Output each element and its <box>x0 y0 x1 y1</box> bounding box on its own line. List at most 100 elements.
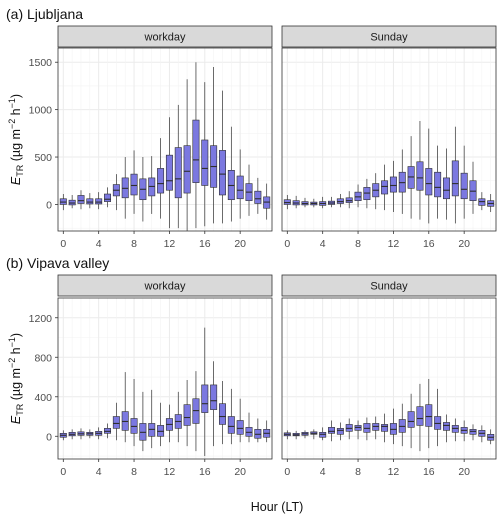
x-tick-label: 20 <box>458 238 470 250</box>
box-iqr <box>381 424 389 432</box>
x-tick-label: 0 <box>60 238 66 250</box>
x-tick-label: 0 <box>284 466 290 478</box>
box-iqr <box>174 147 182 199</box>
x-axis-title: Hour (LT) <box>251 500 304 514</box>
facet-strip <box>57 25 273 48</box>
panel-border <box>57 297 273 460</box>
y-axis-title-part: (µg m <box>9 368 23 404</box>
x-tick-label: 4 <box>320 466 326 478</box>
y-tick-label: 400 <box>34 392 52 404</box>
y-axis-title-part: −1 <box>7 337 17 347</box>
x-tick-label: 8 <box>355 238 361 250</box>
x-tick-label: 12 <box>164 466 176 478</box>
plot-background <box>58 298 272 459</box>
y-axis-title-part: ) <box>9 94 23 98</box>
y-tick-label: 1000 <box>29 105 53 117</box>
box-iqr <box>183 404 191 426</box>
x-tick-label: 4 <box>96 466 102 478</box>
facet-strip <box>281 274 497 297</box>
box-iqr <box>434 171 442 198</box>
box-iqr <box>218 403 226 425</box>
y-axis-title-part: TR <box>15 164 25 176</box>
x-tick-label: 12 <box>388 466 400 478</box>
panel-border <box>281 297 497 460</box>
y-axis-title-part: −2 <box>7 119 17 129</box>
plot-background <box>282 48 496 231</box>
y-axis-title-part: E <box>9 176 23 185</box>
box-iqr <box>236 420 244 435</box>
box-iqr <box>130 173 138 196</box>
panel-title: (a) Ljubljana <box>6 6 83 22</box>
y-tick-label: 800 <box>34 352 52 364</box>
x-tick-label: 20 <box>234 466 246 478</box>
y-axis-title-part: −2 <box>7 358 17 368</box>
box-iqr <box>416 161 424 191</box>
y-tick-label: 0 <box>46 199 52 211</box>
y-axis-title-part: TR <box>15 403 25 415</box>
plot-background <box>282 298 496 459</box>
box-iqr <box>95 198 103 205</box>
panel-border <box>281 47 497 232</box>
y-axis-title-part: (µg m <box>9 129 23 165</box>
box-iqr <box>442 422 450 431</box>
facet-strip-label: Sunday <box>370 32 408 44</box>
box-iqr <box>183 145 191 194</box>
box-iqr <box>210 384 218 410</box>
box-iqr <box>192 119 200 183</box>
y-tick-label: 0 <box>46 431 52 443</box>
box-iqr <box>104 193 112 202</box>
x-tick-label: 16 <box>423 238 435 250</box>
box-iqr <box>442 177 450 200</box>
y-axis-title-part: h <box>9 108 23 118</box>
box-iqr <box>328 427 336 434</box>
box-iqr <box>236 175 244 200</box>
box-iqr <box>425 404 433 427</box>
box-iqr <box>451 160 459 197</box>
x-tick-label: 8 <box>131 238 137 250</box>
y-tick-label: 1500 <box>29 57 53 69</box>
x-tick-label: 12 <box>388 238 400 250</box>
x-tick-label: 8 <box>355 466 361 478</box>
x-tick-label: 16 <box>199 466 211 478</box>
box-iqr <box>86 198 94 205</box>
box-iqr <box>157 168 165 194</box>
box-iqr <box>201 384 209 413</box>
box-iqr <box>407 411 415 428</box>
x-tick-label: 20 <box>234 238 246 250</box>
facet-strip-label: Sunday <box>370 281 408 293</box>
x-tick-label: 4 <box>96 238 102 250</box>
box-iqr <box>227 416 235 434</box>
facet-strip-label: workday <box>144 32 186 44</box>
x-tick-label: 20 <box>458 466 470 478</box>
box-iqr <box>112 416 120 429</box>
plot-background <box>58 48 272 231</box>
panel-title: (b) Vipava valley <box>6 255 109 271</box>
box-iqr <box>425 168 433 196</box>
y-axis-title-part: ) <box>9 333 23 337</box>
x-tick-label: 12 <box>164 238 176 250</box>
panel-border <box>57 47 273 232</box>
x-tick-label: 0 <box>284 238 290 250</box>
y-tick-label: 1200 <box>29 313 53 325</box>
box-iqr <box>254 190 262 204</box>
box-iqr <box>416 406 424 426</box>
box-iqr <box>460 172 468 200</box>
y-tick-label: 500 <box>34 152 52 164</box>
y-axis-title: ETR (µg m−2 h−1) <box>7 333 25 424</box>
box-iqr <box>381 180 389 195</box>
box-iqr <box>77 195 85 204</box>
x-tick-label: 16 <box>423 466 435 478</box>
box-iqr <box>218 150 226 196</box>
y-axis-title: ETR (µg m−2 h−1) <box>7 94 25 185</box>
facet-strip <box>57 274 273 297</box>
x-tick-label: 0 <box>60 466 66 478</box>
box-iqr <box>336 428 344 435</box>
y-axis-title-part: h <box>9 347 23 357</box>
box-iqr <box>165 154 173 191</box>
y-axis-title-part: E <box>9 415 23 424</box>
box-iqr <box>389 176 397 193</box>
box-iqr <box>201 139 209 186</box>
facet-strip <box>281 25 497 48</box>
y-axis-title-part: −1 <box>7 98 17 108</box>
